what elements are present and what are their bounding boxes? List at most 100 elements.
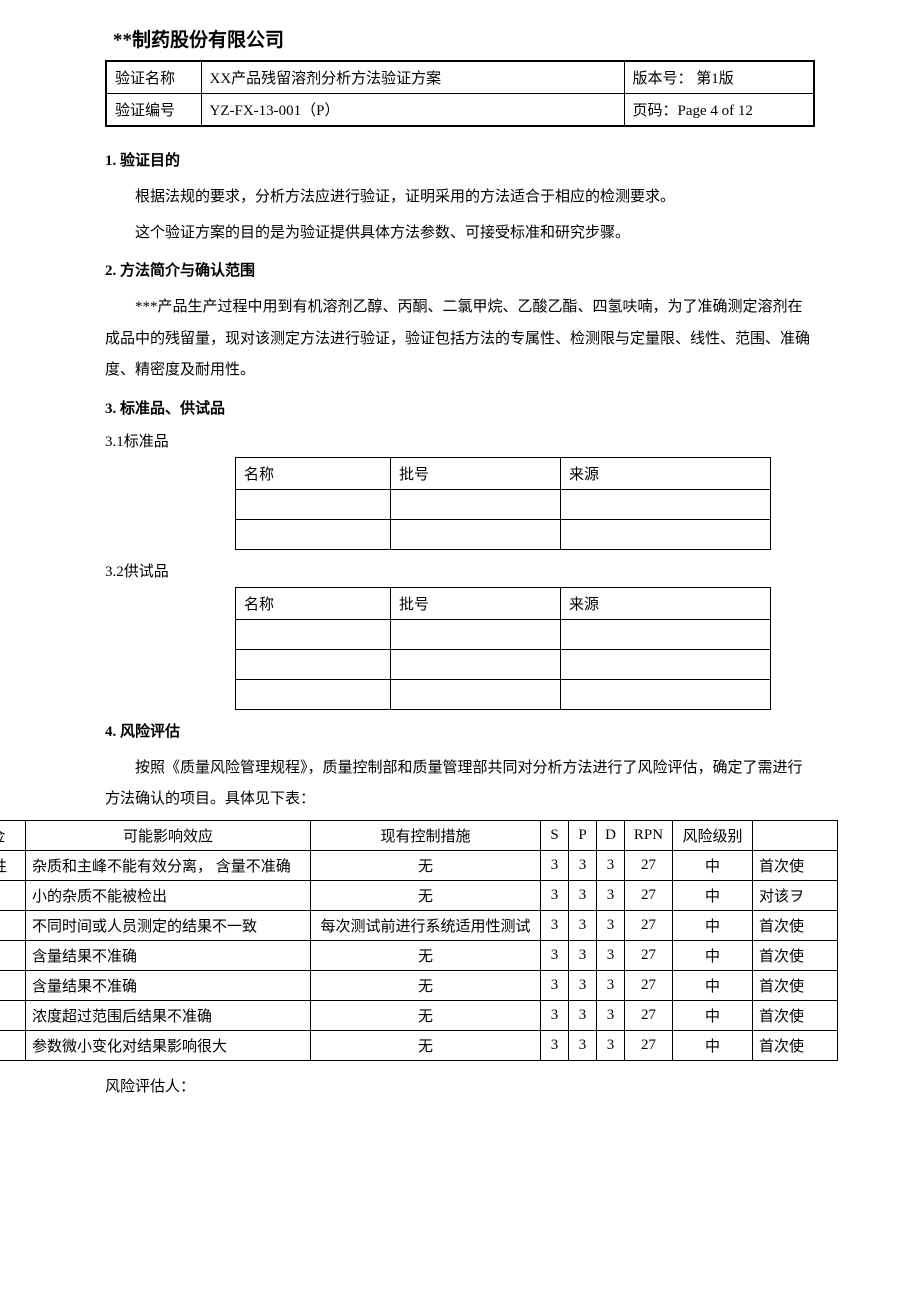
risk-cell: 窄 [0, 1000, 26, 1030]
rpn-cell: 27 [625, 970, 673, 1000]
table-cell [236, 519, 391, 549]
ctrl-cell: 无 [311, 970, 541, 1000]
std-th-name: 名称 [236, 457, 391, 489]
smp-th-source: 来源 [561, 587, 771, 619]
s-cell: 3 [541, 1000, 569, 1030]
d-cell: 3 [597, 880, 625, 910]
risk-cell: 高 [0, 880, 26, 910]
company-name: **制药股份有限公司 [113, 25, 815, 52]
sec1-p2: 这个验证方案的目的是为验证提供具体方法参数、可接受标准和研究步骤。 [105, 218, 815, 250]
rpn-cell: 27 [625, 880, 673, 910]
sec2-p1: ***产品生产过程中用到有机溶剂乙醇、丙酮、二氯甲烷、乙酸乙酯、四氢呋喃，为了准… [105, 292, 815, 387]
s-cell: 3 [541, 1030, 569, 1060]
effect-cell: 含量结果不准确 [26, 940, 311, 970]
risk-table: 佥 可能影响效应 现有控制措施 S P D RPN 风险级别 属性杂质和主峰不能… [0, 820, 838, 1061]
ctrl-cell: 无 [311, 1030, 541, 1060]
sample-table: 名称 批号 来源 [235, 587, 771, 710]
risk-row: 差不同时间或人员测定的结果不一致每次测试前进行系统适用性测试33327中首次使 [0, 910, 838, 940]
hdr-value-name: XX产品残留溶剂分析方法验证方案 [201, 61, 624, 94]
sec1-title: 1. 验证目的 [105, 149, 815, 170]
d-cell: 3 [597, 940, 625, 970]
last-cell: 首次使 [753, 1000, 838, 1030]
std-th-source: 来源 [561, 457, 771, 489]
p-cell: 3 [569, 880, 597, 910]
sec3-sub2: 3.2供试品 [105, 560, 815, 581]
last-cell: 首次使 [753, 940, 838, 970]
d-cell: 3 [597, 970, 625, 1000]
table-cell [391, 519, 561, 549]
level-cell: 中 [673, 1000, 753, 1030]
sec4-title: 4. 风险评估 [105, 720, 815, 741]
effect-cell: 参数微小变化对结果影响很大 [26, 1030, 311, 1060]
table-cell [236, 489, 391, 519]
risk-cell: 低 [0, 940, 26, 970]
p-cell: 3 [569, 970, 597, 1000]
s-cell: 3 [541, 880, 569, 910]
risk-cell: 差 [0, 910, 26, 940]
s-cell: 3 [541, 850, 569, 880]
p-cell: 3 [569, 1030, 597, 1060]
risk-row: 属性杂质和主峰不能有效分离， 含量不准确无33327中首次使 [0, 850, 838, 880]
smp-th-name: 名称 [236, 587, 391, 619]
rt-h-d: D [597, 820, 625, 850]
rpn-cell: 27 [625, 940, 673, 970]
rpn-cell: 27 [625, 1030, 673, 1060]
hdr-page: 页码：Page 4 of 12 [624, 94, 814, 127]
table-cell [391, 619, 561, 649]
rt-h-s: S [541, 820, 569, 850]
rt-h-last [753, 820, 838, 850]
s-cell: 3 [541, 910, 569, 940]
ctrl-cell: 无 [311, 850, 541, 880]
assessor-label: 风险评估人： [105, 1075, 815, 1096]
effect-cell: 杂质和主峰不能有效分离， 含量不准确 [26, 850, 311, 880]
hdr-label-name: 验证名称 [106, 61, 201, 94]
risk-row: 低含量结果不准确无33327中首次使 [0, 940, 838, 970]
p-cell: 3 [569, 910, 597, 940]
table-cell [236, 679, 391, 709]
risk-cell: 好 [0, 970, 26, 1000]
rt-h-risk: 佥 [0, 820, 26, 850]
d-cell: 3 [597, 910, 625, 940]
table-cell [236, 619, 391, 649]
table-cell [391, 679, 561, 709]
s-cell: 3 [541, 940, 569, 970]
table-cell [391, 489, 561, 519]
hdr-value-code: YZ-FX-13-001（P） [201, 94, 624, 127]
d-cell: 3 [597, 1000, 625, 1030]
rpn-cell: 27 [625, 850, 673, 880]
hdr-version: 版本号： 第1版 [624, 61, 814, 94]
table-cell [561, 679, 771, 709]
level-cell: 中 [673, 850, 753, 880]
ctrl-cell: 无 [311, 1000, 541, 1030]
risk-cell: 属性 [0, 850, 26, 880]
risk-row: 差参数微小变化对结果影响很大无33327中首次使 [0, 1030, 838, 1060]
last-cell: 首次使 [753, 970, 838, 1000]
ctrl-cell: 每次测试前进行系统适用性测试 [311, 910, 541, 940]
level-cell: 中 [673, 1030, 753, 1060]
p-cell: 3 [569, 940, 597, 970]
rt-h-effect: 可能影响效应 [26, 820, 311, 850]
table-cell [561, 489, 771, 519]
last-cell: 首次使 [753, 1030, 838, 1060]
ctrl-cell: 无 [311, 880, 541, 910]
risk-row: 好含量结果不准确无33327中首次使 [0, 970, 838, 1000]
effect-cell: 不同时间或人员测定的结果不一致 [26, 910, 311, 940]
table-cell [561, 619, 771, 649]
ctrl-cell: 无 [311, 940, 541, 970]
smp-th-batch: 批号 [391, 587, 561, 619]
standard-table: 名称 批号 来源 [235, 457, 771, 550]
last-cell: 对该ヲ [753, 880, 838, 910]
risk-row: 高小的杂质不能被检出无33327中对该ヲ [0, 880, 838, 910]
last-cell: 首次使 [753, 850, 838, 880]
effect-cell: 浓度超过范围后结果不准确 [26, 1000, 311, 1030]
effect-cell: 含量结果不准确 [26, 970, 311, 1000]
last-cell: 首次使 [753, 910, 838, 940]
s-cell: 3 [541, 970, 569, 1000]
p-cell: 3 [569, 850, 597, 880]
rt-h-level: 风险级别 [673, 820, 753, 850]
rpn-cell: 27 [625, 910, 673, 940]
table-cell [236, 649, 391, 679]
table-cell [561, 519, 771, 549]
sec2-title: 2. 方法简介与确认范围 [105, 259, 815, 280]
sec1-p1: 根据法规的要求，分析方法应进行验证，证明采用的方法适合于相应的检测要求。 [105, 182, 815, 214]
